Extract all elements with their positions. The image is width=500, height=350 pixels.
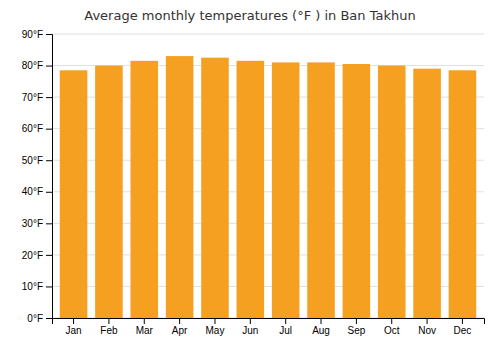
bar <box>95 66 123 318</box>
tick-label: Feb <box>100 325 118 336</box>
chart: 0°F 10°F 20°F 30°F 40°F 50°F 60°F 70°F 80°F 90°F J… <box>0 0 500 350</box>
tick-label: Jul <box>279 325 292 336</box>
bar <box>378 66 406 318</box>
grid <box>52 34 484 318</box>
tick: Apr <box>172 318 188 336</box>
tick: Jul <box>279 318 292 336</box>
bar <box>237 61 265 318</box>
tick-mark <box>356 318 357 324</box>
bar <box>166 56 194 318</box>
axis-line <box>53 319 485 325</box>
tick: Aug <box>312 318 330 336</box>
tick-label: May <box>206 325 225 336</box>
bar <box>130 61 158 318</box>
bar <box>60 70 88 318</box>
bar <box>449 70 477 318</box>
tick: 90°F <box>22 29 52 40</box>
tick-mark <box>46 192 52 193</box>
bar <box>307 62 335 318</box>
tick-mark <box>46 97 52 98</box>
bars <box>60 56 476 318</box>
tick: 60°F <box>22 123 52 134</box>
tick: Mar <box>136 318 154 336</box>
tick: Sep <box>347 318 365 336</box>
tick-label: Sep <box>347 325 365 336</box>
bar <box>413 69 441 318</box>
bar <box>272 62 300 318</box>
tick: Feb <box>100 318 118 336</box>
tick-mark <box>250 318 251 324</box>
tick: Jan <box>66 318 82 336</box>
tick-label: 80°F <box>22 60 43 71</box>
tick-label: 70°F <box>22 92 43 103</box>
x-axis: Jan Feb Mar Apr May Jun Jul Aug Sep Oct Nov Dec <box>53 318 485 336</box>
tick-mark <box>179 318 180 324</box>
tick: 20°F <box>22 250 52 261</box>
tick-label: 30°F <box>22 218 43 229</box>
tick-label: Jun <box>242 325 258 336</box>
tick-mark <box>73 318 74 324</box>
tick-label: 60°F <box>22 123 43 134</box>
tick-label: Aug <box>312 325 330 336</box>
tick-mark <box>46 66 52 67</box>
tick-mark <box>391 318 392 324</box>
tick-label: Dec <box>454 325 472 336</box>
tick: Oct <box>384 318 400 336</box>
tick: May <box>206 318 225 336</box>
tick-mark <box>46 160 52 161</box>
tick-label: 40°F <box>22 186 43 197</box>
tick-label: 90°F <box>22 29 43 40</box>
tick-mark <box>46 286 52 287</box>
tick: 30°F <box>22 218 52 229</box>
tick-label: 0°F <box>27 313 43 324</box>
tick-mark <box>214 318 215 324</box>
tick-label: 20°F <box>22 250 43 261</box>
tick-label: 50°F <box>22 155 43 166</box>
tick-mark <box>46 318 52 319</box>
title: Average monthly temperatures (°F ) in Ba… <box>84 8 415 23</box>
tick-mark <box>46 255 52 256</box>
bar <box>201 58 229 318</box>
tick-label: Oct <box>384 325 400 336</box>
tick: 70°F <box>22 92 52 103</box>
tick: Jun <box>242 318 258 336</box>
tick: Nov <box>418 318 436 336</box>
tick: 50°F <box>22 155 52 166</box>
tick: Dec <box>454 318 472 336</box>
tick: 0°F <box>27 313 52 324</box>
plot: 0°F 10°F 20°F 30°F 40°F 50°F 60°F 70°F 80°F 90°F J… <box>22 29 485 336</box>
tick-mark <box>46 223 52 224</box>
y-axis: 0°F 10°F 20°F 30°F 40°F 50°F 60°F 70°F 80°F 90°F <box>22 29 53 324</box>
tick-label: Jan <box>66 325 82 336</box>
tick-mark <box>46 129 52 130</box>
tick-mark <box>285 318 286 324</box>
tick: 10°F <box>22 281 52 292</box>
tick-label: Mar <box>136 325 154 336</box>
tick-mark <box>46 34 52 35</box>
tick: 80°F <box>22 60 52 71</box>
axis-line <box>46 35 53 319</box>
tick-label: 10°F <box>22 281 43 292</box>
tick-mark <box>462 318 463 324</box>
tick-mark <box>144 318 145 324</box>
tick-mark <box>427 318 428 324</box>
grid-line <box>52 34 484 35</box>
tick-label: Nov <box>418 325 436 336</box>
tick: 40°F <box>22 186 52 197</box>
tick-mark <box>108 318 109 324</box>
tick-mark <box>321 318 322 324</box>
tick-label: Apr <box>172 325 188 336</box>
bar <box>343 64 371 318</box>
